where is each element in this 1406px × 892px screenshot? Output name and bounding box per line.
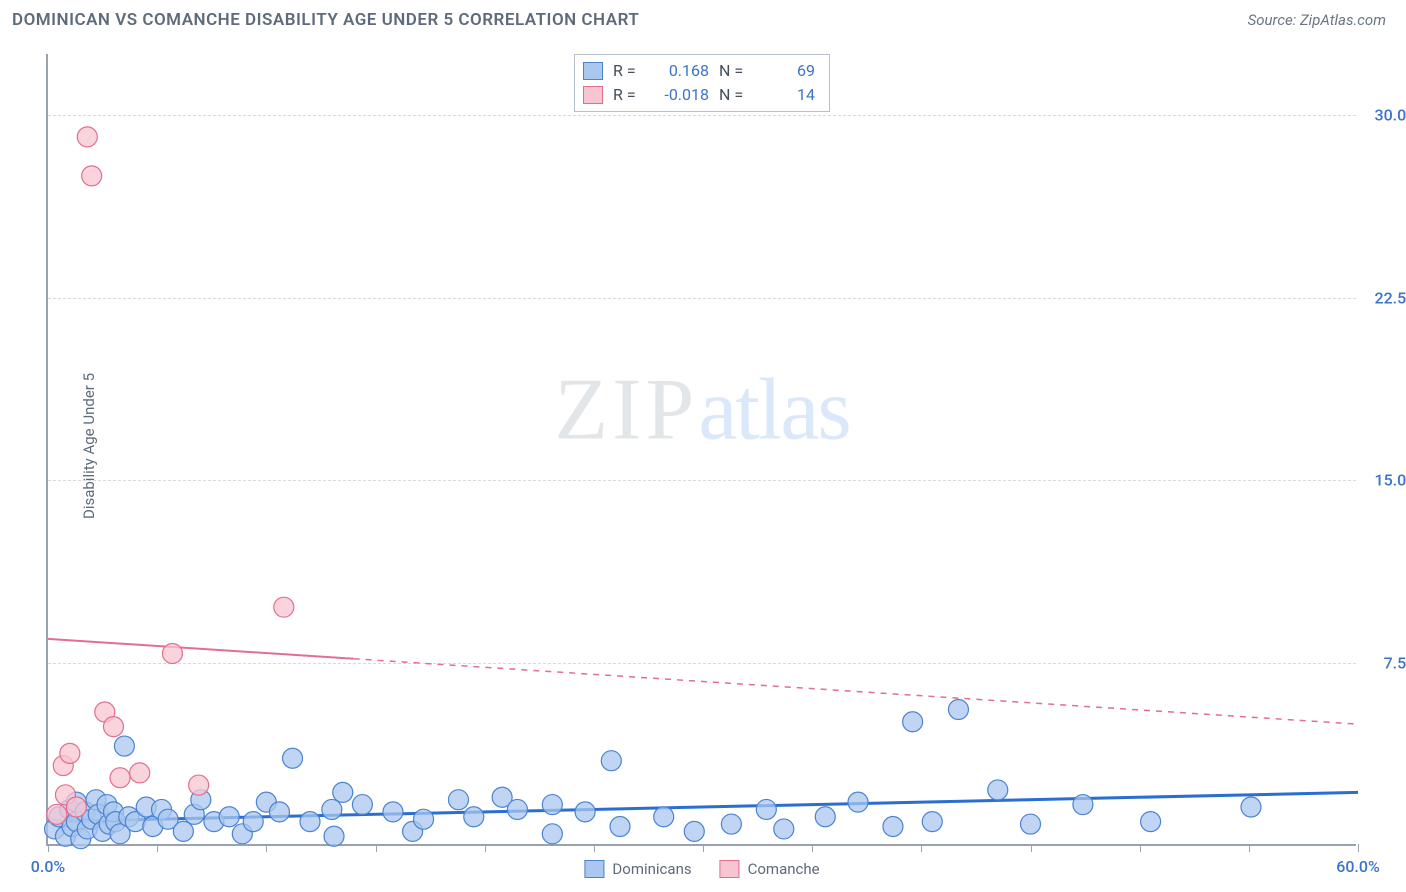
stats-row-series-1: R = -0.018 N = 14 <box>583 83 815 107</box>
stat-label-r: R = <box>613 59 641 83</box>
x-tick <box>1031 844 1032 852</box>
y-tick-label: 22.5% <box>1374 288 1406 307</box>
x-tick-label: 0.0% <box>31 857 65 876</box>
x-tick <box>921 844 922 852</box>
legend-item-0: Dominicans <box>584 860 691 878</box>
source-attribution: Source: ZipAtlas.com <box>1248 11 1386 29</box>
x-tick <box>1140 844 1141 852</box>
y-tick-label: 15.0% <box>1374 471 1406 490</box>
stat-n-1: 14 <box>757 83 815 107</box>
legend-swatch-0 <box>584 860 604 878</box>
legend-item-1: Comanche <box>720 860 820 878</box>
legend-label-0: Dominicans <box>612 860 691 878</box>
chart-plot-area: ZIPatlas 7.5%15.0%22.5%30.0% 0.0%60.0% R… <box>46 54 1356 846</box>
x-tick <box>157 844 158 852</box>
x-tick-label: 60.0% <box>1336 857 1380 876</box>
legend-label-1: Comanche <box>748 860 820 878</box>
stat-label-n: N = <box>719 59 747 83</box>
y-tick-label: 7.5% <box>1384 654 1406 673</box>
stat-label-n: N = <box>719 83 747 107</box>
swatch-series-1 <box>583 86 603 104</box>
x-tick <box>376 844 377 852</box>
x-tick <box>703 844 704 852</box>
stats-legend: R = 0.168 N = 69 R = -0.018 N = 14 <box>574 54 830 112</box>
x-tick <box>1358 844 1359 852</box>
legend-swatch-1 <box>720 860 740 878</box>
swatch-series-0 <box>583 62 603 80</box>
scatter-svg <box>48 54 1356 844</box>
stat-r-0: 0.168 <box>651 59 709 83</box>
chart-title: DOMINICAN VS COMANCHE DISABILITY AGE UND… <box>12 10 639 30</box>
title-bar: DOMINICAN VS COMANCHE DISABILITY AGE UND… <box>0 0 1406 36</box>
stats-row-series-0: R = 0.168 N = 69 <box>583 59 815 83</box>
stat-n-0: 69 <box>757 59 815 83</box>
x-tick <box>812 844 813 852</box>
x-tick <box>266 844 267 852</box>
stat-label-r: R = <box>613 83 641 107</box>
x-tick <box>1249 844 1250 852</box>
x-tick <box>485 844 486 852</box>
stat-r-1: -0.018 <box>651 83 709 107</box>
x-tick <box>48 844 49 852</box>
y-tick-label: 30.0% <box>1374 105 1406 124</box>
x-tick <box>594 844 595 852</box>
bottom-legend: Dominicans Comanche <box>584 860 819 878</box>
